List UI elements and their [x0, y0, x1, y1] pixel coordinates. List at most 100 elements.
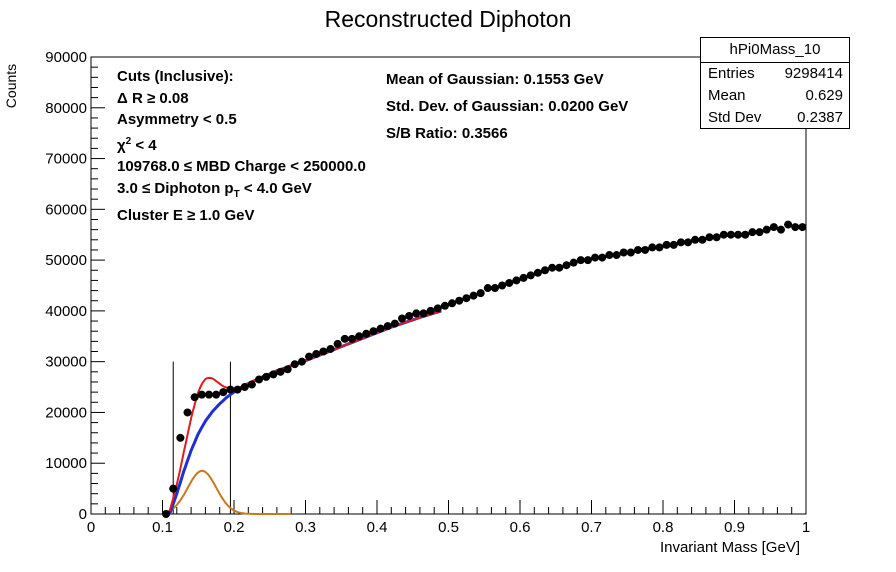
data-point	[705, 233, 714, 242]
chart-title: Reconstructed Diphoton	[324, 6, 572, 32]
data-point	[583, 256, 592, 265]
data-point	[569, 258, 578, 267]
data-points	[162, 220, 807, 518]
y-tick-label: 20000	[45, 404, 87, 421]
data-point	[398, 314, 407, 323]
x-tick-label: 1	[802, 519, 810, 536]
y-tick-label: 70000	[45, 151, 87, 168]
data-point	[612, 251, 621, 260]
x-tick-label: 0	[87, 519, 95, 536]
data-point	[555, 263, 564, 272]
data-point	[519, 273, 528, 282]
cut-chi2: χ2 < 4	[117, 131, 366, 157]
data-point	[748, 228, 757, 237]
data-point	[548, 263, 557, 272]
data-point	[305, 352, 314, 361]
data-point	[383, 322, 392, 331]
data-point	[269, 370, 278, 379]
data-point	[712, 233, 721, 242]
stats-title: hPi0Mass_10	[701, 38, 849, 63]
y-tick-label: 60000	[45, 201, 87, 218]
data-point	[655, 243, 664, 252]
data-point	[355, 332, 364, 341]
chi-rest: < 4	[131, 136, 157, 154]
data-point	[462, 294, 471, 303]
data-point	[741, 230, 750, 239]
data-point	[340, 334, 349, 343]
data-point	[433, 304, 442, 313]
stats-row-mean: Mean 0.629	[701, 85, 849, 107]
data-point	[255, 375, 264, 384]
axis-tick-labels: 0 0.1 0.2 0.3 0.4 0.5 0.6 0.7 0.8 0.9 1 0 10000 20000…	[45, 49, 810, 536]
data-point	[455, 296, 464, 305]
data-point	[533, 268, 542, 277]
data-point	[776, 225, 785, 234]
data-point	[791, 223, 800, 232]
data-point	[762, 225, 771, 234]
y-tick-label: 0	[79, 506, 87, 523]
y-tick-label: 40000	[45, 303, 87, 320]
data-point	[719, 230, 728, 239]
stats-row-std: Std Dev 0.2387	[701, 107, 849, 129]
y-axis-label: Counts	[3, 63, 19, 109]
pt-prefix: 3.0 ≤ Diphoton p	[117, 179, 234, 197]
data-point	[419, 309, 428, 318]
stats-row-entries: Entries 9298414	[701, 63, 849, 85]
x-tick-label: 0.8	[653, 519, 674, 536]
data-point	[598, 253, 607, 262]
mean-value: 0.629	[805, 87, 843, 104]
data-point	[262, 372, 271, 381]
data-point	[648, 243, 657, 252]
data-point	[169, 484, 178, 493]
x-axis-label: Invariant Mass [GeV]	[659, 539, 800, 556]
pt-suffix: < 4.0 GeV	[239, 179, 312, 197]
x-tick-label: 0.1	[152, 519, 173, 536]
data-point	[162, 510, 171, 518]
data-point	[755, 228, 764, 237]
data-point	[476, 289, 485, 298]
data-point	[526, 271, 535, 280]
data-point	[676, 238, 685, 247]
data-point	[662, 240, 671, 249]
data-point	[247, 380, 256, 389]
data-point	[469, 291, 478, 300]
data-point	[619, 248, 628, 257]
x-tick-label: 0.2	[224, 519, 245, 536]
data-point	[276, 367, 285, 376]
data-point	[633, 245, 642, 254]
data-point	[183, 408, 192, 417]
data-point	[312, 350, 321, 359]
data-point	[347, 334, 356, 343]
data-point	[440, 301, 449, 310]
data-point	[362, 329, 371, 338]
data-point	[448, 299, 457, 308]
data-point	[591, 253, 600, 262]
data-point	[684, 238, 693, 247]
data-point	[219, 388, 228, 397]
fit-sb-ratio: S/B Ratio: 0.3566	[386, 125, 508, 142]
std-value: 0.2387	[797, 109, 843, 126]
data-point	[319, 347, 328, 356]
x-tick-label: 0.7	[581, 519, 602, 536]
data-point	[376, 324, 385, 333]
x-tick-label: 0.3	[295, 519, 316, 536]
data-point	[512, 276, 521, 285]
data-point	[605, 251, 614, 260]
data-point	[240, 383, 249, 392]
cut-mbd-charge: 109768.0 ≤ MBD Charge < 250000.0	[117, 158, 366, 175]
std-label: Std Dev	[708, 109, 762, 126]
cut-cluster-energy: Cluster E ≥ 1.0 GeV	[117, 207, 255, 224]
data-point	[226, 385, 235, 394]
data-point	[190, 393, 199, 402]
data-point	[333, 339, 342, 348]
y-tick-label: 90000	[45, 49, 87, 66]
data-point	[562, 261, 571, 270]
data-point	[691, 235, 700, 244]
y-tick-label: 80000	[45, 100, 87, 117]
x-tick-label: 0.5	[438, 519, 459, 536]
stats-box: hPi0Mass_10 Entries 9298414 Mean 0.629 Std…	[700, 37, 850, 129]
data-point	[798, 223, 807, 232]
y-tick-label: 30000	[45, 354, 87, 371]
background-fit-line	[168, 309, 442, 515]
